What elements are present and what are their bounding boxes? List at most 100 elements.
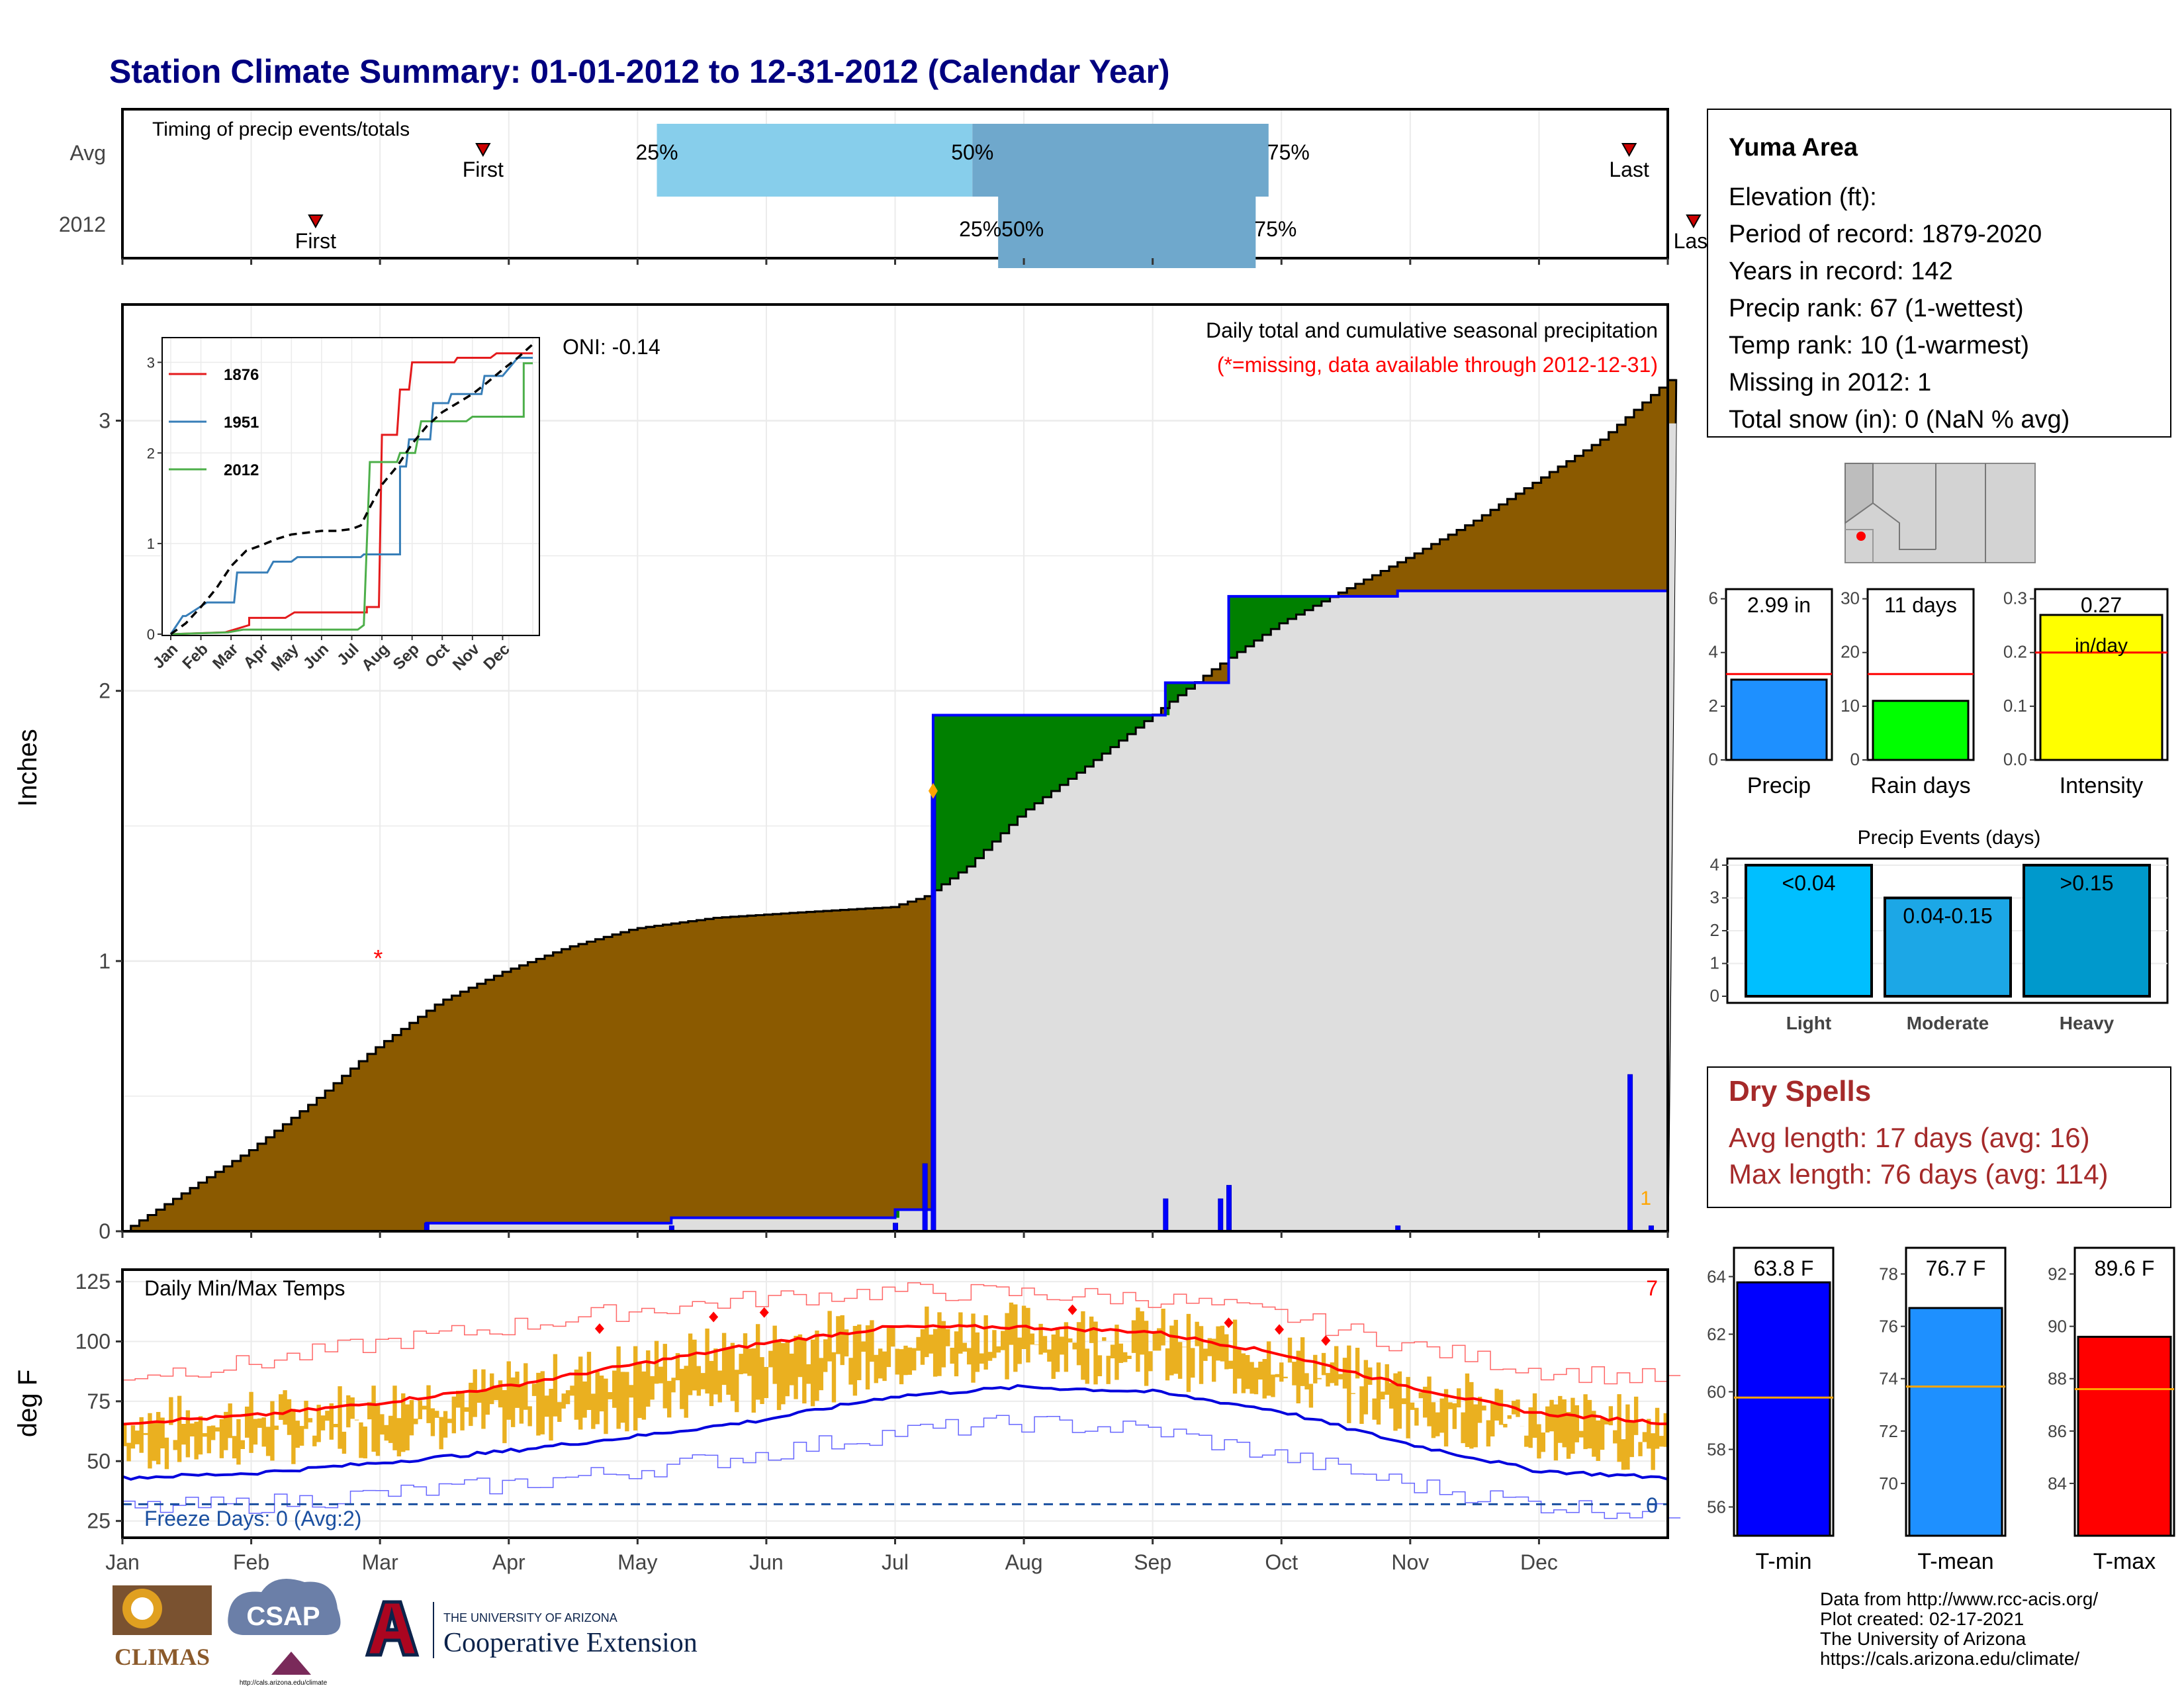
inset-legend-label: 1876 xyxy=(224,366,259,384)
panel-ytick-label: 4 xyxy=(1709,642,1718,662)
panel-bar-intensity xyxy=(2039,614,2163,761)
panel-ytick-label: 20 xyxy=(1841,642,1860,662)
event-bar-label: 0.04-0.15 xyxy=(1903,904,1992,927)
inset-ytick-label: 0 xyxy=(147,626,155,643)
temp-panel-bar-tmean xyxy=(1908,1307,2003,1537)
event-category-label: Moderate xyxy=(1907,1013,1989,1033)
timing-last-label: Last xyxy=(1609,158,1649,181)
daily-precip-bar xyxy=(1226,1185,1232,1232)
month-label: Dec xyxy=(1520,1550,1558,1574)
panel-ytick-label: 0 xyxy=(1709,749,1718,769)
avg-tmax-line xyxy=(122,1324,1668,1426)
avg-cumulative-line xyxy=(122,379,1676,1233)
temp-panel-bar-tmax xyxy=(2077,1335,2172,1537)
precip-chart-description: Daily total and cumulative seasonal prec… xyxy=(1206,318,1658,342)
panel-bar-precip xyxy=(1730,679,1828,761)
panel-label-precip: Precip xyxy=(1747,773,1811,798)
temp-chart-title: Daily Min/Max Temps xyxy=(144,1276,345,1300)
temp-panel-ytick-label: 90 xyxy=(2048,1317,2067,1336)
panel-ytick-label: 0 xyxy=(1850,749,1860,769)
record-marker xyxy=(1321,1335,1331,1346)
temp-panel-ytick-label: 64 xyxy=(1707,1267,1726,1287)
climas-logo: CLIMAS xyxy=(113,1585,212,1670)
temp-panel-label-tmean: T-mean xyxy=(1917,1549,1993,1574)
panel-label-raindays: Rain days xyxy=(1870,773,1970,798)
university-of-arizona-logo: THE UNIVERSITY OF ARIZONA Cooperative Ex… xyxy=(364,1599,698,1658)
temp-panel-value-tmin: 63.8 F xyxy=(1754,1256,1814,1280)
inset-ytick-label: 1 xyxy=(147,536,155,552)
observed-cumulative-line xyxy=(122,423,1669,1233)
timing-label-75: 75% xyxy=(1267,140,1310,164)
timing-row-2012: 2012 xyxy=(59,212,106,236)
timing-bar-2012-50-75 xyxy=(998,195,1256,268)
temp-panel-value-tmax: 89.6 F xyxy=(2095,1256,2155,1280)
csap-logo: CSAP http://cals.arizona.edu/climate xyxy=(228,1579,341,1687)
temp-panel-ytick-label: 88 xyxy=(2048,1369,2067,1389)
event-bar-moderate xyxy=(1884,896,2012,998)
inset-legend-label: 1951 xyxy=(224,414,259,432)
dry-avg-length: Avg length: 17 days (avg: 16) xyxy=(1729,1122,2090,1153)
dry-max-length: Max length: 76 days (avg: 114) xyxy=(1729,1158,2109,1190)
main-ytick-label: 3 xyxy=(99,409,111,433)
temp-ytick-label: 25 xyxy=(87,1509,111,1533)
inset-ytick-label: 3 xyxy=(147,354,155,371)
event-bar-light xyxy=(1745,863,1873,998)
temp-panel-ytick-label: 58 xyxy=(1707,1440,1726,1460)
temp-panel-value-tmean: 76.7 F xyxy=(1926,1256,1986,1280)
temp-panel-ytick-label: 84 xyxy=(2048,1474,2067,1493)
plot-created-text: Plot created: 02-17-2021 xyxy=(1820,1609,2024,1629)
elevation-text: Elevation (ft): xyxy=(1729,183,1877,211)
svg-text:http://cals.arizona.edu/climat: http://cals.arizona.edu/climate xyxy=(240,1679,328,1687)
missing-text: Missing in 2012: 1 xyxy=(1729,369,1931,397)
svg-text:CLIMAS: CLIMAS xyxy=(114,1644,210,1670)
timing-label-50: 50% xyxy=(951,140,993,164)
daily-precip-bar xyxy=(922,1163,928,1232)
panel-value-intensity: 0.27 xyxy=(2081,593,2122,617)
temp-panel-ytick-label: 72 xyxy=(1879,1421,1898,1441)
daily-precip-bar xyxy=(1163,1198,1169,1232)
main-ytick-label: 2 xyxy=(99,679,111,703)
missing-note: (*=missing, data available through 2012-… xyxy=(1217,353,1658,377)
inset-series-line-2012 xyxy=(170,362,533,635)
temp-panel-ytick-label: 62 xyxy=(1707,1325,1726,1344)
panel-ytick-label: 6 xyxy=(1709,588,1718,608)
station-location-marker xyxy=(1856,532,1866,541)
website-text: https://cals.arizona.edu/climate/ xyxy=(1820,1648,2079,1669)
record-marker xyxy=(709,1311,719,1323)
month-label: Oct xyxy=(1265,1550,1298,1574)
record-high-line xyxy=(122,1282,1681,1385)
dry-spells-title: Dry Spells xyxy=(1729,1075,1871,1107)
temp-panel-ytick-label: 56 xyxy=(1707,1497,1726,1517)
summary-bar-panels: 2.99 in 0 2 4 6 Precip 11 days 0 10 20 30 Rain days… xyxy=(1709,588,2169,798)
panel-ytick-label: 30 xyxy=(1841,588,1860,608)
panel-ytick-label: 0.0 xyxy=(2003,749,2027,769)
month-label: Sep xyxy=(1134,1550,1171,1574)
temp-y-axis-label: deg F xyxy=(13,1370,42,1437)
month-label: May xyxy=(617,1550,657,1574)
temperature-chart: 25 50 75 100 125 Jan Feb Mar Apr May Jun Jul Aug Sep O… xyxy=(13,1268,1681,1574)
panel-ytick-label: 10 xyxy=(1841,696,1860,716)
inset-ytick-label: 2 xyxy=(147,445,155,461)
daily-precip-bar xyxy=(931,790,936,1232)
university-text: The University of Arizona xyxy=(1820,1628,2026,1649)
svg-text:THE UNIVERSITY OF ARIZONA: THE UNIVERSITY OF ARIZONA xyxy=(443,1611,617,1624)
events-ytick-label: 1 xyxy=(1710,953,1719,972)
precip-rank-text: Precip rank: 67 (1-wettest) xyxy=(1729,295,2024,322)
main-ytick-label: 1 xyxy=(99,949,111,973)
event-category-label: Heavy xyxy=(2060,1013,2115,1033)
timing-label-overlap: 25%50% xyxy=(959,217,1044,241)
events-ytick-label: 4 xyxy=(1710,855,1719,874)
data-source-text: Data from http://www.rcc-acis.org/ xyxy=(1820,1589,2098,1609)
temp-panel-ytick-label: 74 xyxy=(1879,1369,1898,1389)
precip-chart: * 0 1 2 3 Inches ONI: -0.14 Daily total and… xyxy=(13,303,1678,1243)
inset-series-line-1876 xyxy=(170,352,533,635)
daily-precip-bar xyxy=(1218,1198,1224,1232)
timing-bar-avg-25-50 xyxy=(657,124,973,197)
footer: CLIMAS CSAP http://cals.arizona.edu/clim… xyxy=(113,1579,2098,1687)
timing-panel: Timing of precip events/totals Avg 2012 … xyxy=(59,108,1713,268)
panel-bar-raindays xyxy=(1872,700,1970,761)
month-label: Jan xyxy=(105,1550,140,1574)
temp-panel-label-tmax: T-max xyxy=(2093,1549,2156,1574)
temp-ytick-label: 125 xyxy=(75,1270,111,1293)
timing-marker-avg-last xyxy=(1621,143,1637,158)
